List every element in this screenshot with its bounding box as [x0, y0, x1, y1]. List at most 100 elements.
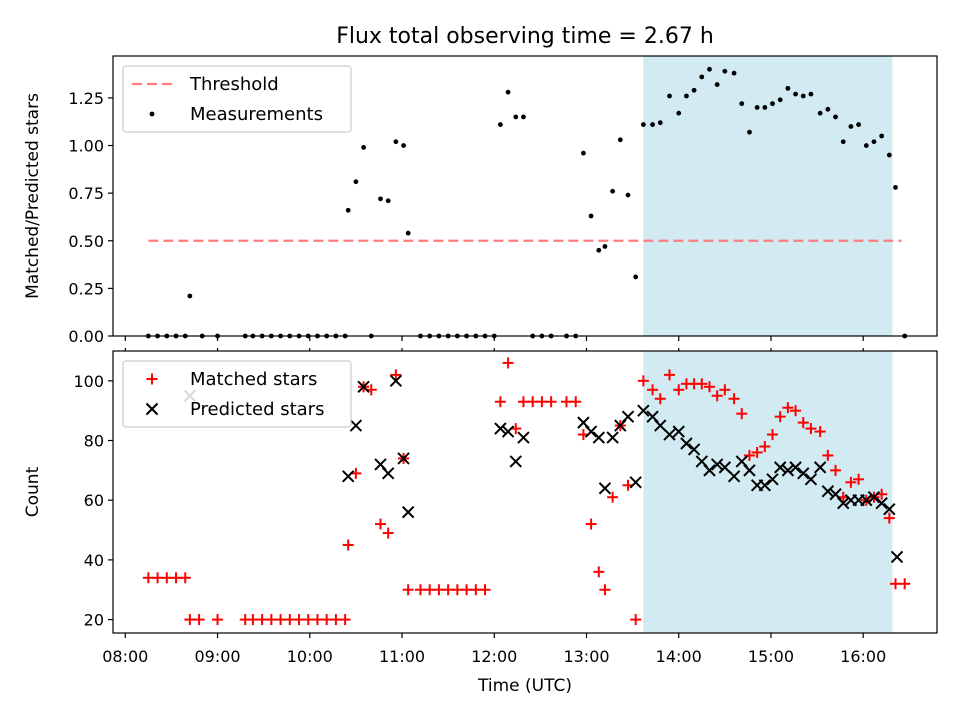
- measurement-point: [770, 101, 775, 107]
- matched-star-point: [311, 614, 323, 626]
- legend-threshold-label: Threshold: [189, 74, 279, 95]
- measurement-point: [667, 93, 672, 99]
- matched-star-point: [433, 584, 445, 596]
- matched-star-point: [736, 408, 748, 420]
- matched-star-point: [275, 614, 287, 626]
- matched-star-point: [883, 512, 895, 524]
- ratio-y-tick-label: 1.00: [68, 137, 104, 156]
- measurement-point: [513, 114, 519, 120]
- count-x-tick-label: 08:00: [102, 647, 148, 666]
- predicted-star-point: [727, 470, 741, 483]
- ratio-y-tick-label: 1.25: [68, 89, 104, 108]
- matched-star-point: [805, 423, 817, 435]
- legend-matched-swatch: [146, 373, 158, 385]
- ratio-legend-box: [122, 65, 352, 133]
- ratio-y-tick-label: 0.50: [68, 232, 104, 251]
- matched-star-point: [479, 584, 491, 596]
- predicted-star-point: [867, 491, 881, 504]
- legend-measurements-swatch: [149, 111, 155, 117]
- count-legend: Matched stars Predicted stars: [122, 360, 352, 428]
- predicted-star-point: [663, 428, 676, 441]
- predicted-star-point: [598, 482, 612, 495]
- matched-star-point: [845, 476, 857, 488]
- ratio-panel: 0.00 0.25 0.50 0.75 1.00 1.25 Matched/Predict…: [23, 55, 938, 346]
- predicted-star-point: [509, 455, 522, 468]
- measurement-point: [731, 70, 737, 76]
- count-y-tick-label: 100: [73, 372, 104, 391]
- ratio-y-tick-label: 0.25: [68, 279, 104, 298]
- ratio-y-tick-label: 0.75: [68, 184, 104, 203]
- matched-star-point: [284, 614, 296, 626]
- matched-star-point: [212, 614, 224, 626]
- measurement-point: [722, 68, 728, 74]
- ratio-y-tick-label: 0.00: [68, 327, 104, 346]
- measurement-point: [385, 198, 391, 204]
- predicted-star-point: [821, 485, 835, 498]
- matched-star-point: [889, 578, 901, 590]
- predicted-star-point-b: [637, 404, 650, 417]
- matched-star-point: [899, 578, 911, 590]
- measurement-point: [863, 143, 869, 148]
- predicted-star-point: [758, 479, 772, 492]
- measurement-point: [633, 274, 639, 280]
- ratio-legend: Threshold Measurements: [122, 65, 352, 133]
- predicted-stars-marks: [183, 374, 904, 564]
- matched-star-point: [719, 384, 731, 396]
- measurement-point: [505, 89, 511, 95]
- ratio-axes-frame: [112, 55, 938, 337]
- matched-star-point: [647, 384, 659, 396]
- ratio-y-axis-label: Matched/Predicted stars: [23, 93, 43, 299]
- matched-star-point: [743, 449, 755, 461]
- predicted-star-point: [890, 550, 904, 564]
- predicted-star-point: [584, 425, 598, 438]
- measurement-point: [521, 114, 526, 120]
- count-x-tick-label: 13:00: [563, 647, 609, 666]
- predicted-star-point: [680, 437, 693, 450]
- predicted-star-point-b: [577, 416, 590, 429]
- predicted-star-point-b: [710, 458, 724, 471]
- measurement-point: [825, 106, 831, 112]
- predicted-star-point-b: [813, 461, 827, 474]
- matched-star-point: [374, 518, 386, 530]
- measurement-point: [893, 185, 898, 190]
- matched-star-point: [853, 473, 865, 485]
- legend-predicted-label: Predicted stars: [190, 399, 324, 420]
- predicted-star-point-b: [883, 502, 896, 516]
- predicted-star-point: [813, 461, 827, 474]
- legend-matched-label: Matched stars: [190, 369, 317, 390]
- legend-measurements-label: Measurements: [190, 104, 323, 125]
- predicted-star-point-b: [727, 470, 741, 483]
- count-x-tick-label: 09:00: [194, 647, 240, 666]
- matched-star-point: [637, 375, 649, 387]
- predicted-star-point: [357, 380, 370, 394]
- matched-star-point: [593, 566, 605, 578]
- measurement-point: [187, 293, 193, 299]
- predicted-star-point: [789, 461, 802, 474]
- predicted-star-point-b: [606, 431, 619, 444]
- matched-star-point: [570, 396, 582, 408]
- measurement-point: [848, 124, 854, 129]
- matched-star-point: [494, 396, 506, 408]
- measurement-point: [498, 122, 503, 127]
- predicted-star-point-b: [592, 431, 605, 444]
- matched-star-point: [607, 491, 619, 503]
- measurement-point: [856, 122, 861, 127]
- predicted-star-point-b: [672, 425, 685, 438]
- legend-predicted-marker-b: [145, 402, 159, 416]
- predicted-star-point-b: [401, 505, 415, 519]
- measurement-point: [886, 152, 892, 158]
- matched-star-point: [321, 614, 333, 626]
- measurement-point: [691, 87, 697, 93]
- matched-star-point: [451, 584, 463, 596]
- matched-star-point: [830, 464, 842, 476]
- matched-star-point: [170, 572, 182, 584]
- matched-star-point: [461, 584, 473, 596]
- measurement-point: [707, 66, 712, 72]
- predicted-star-point: [637, 404, 650, 417]
- measurement-point: [785, 85, 791, 91]
- predicted-star-point-b: [517, 431, 530, 444]
- predicted-star-point: [517, 431, 530, 444]
- predicted-star-point: [621, 410, 635, 423]
- matched-star-point: [517, 396, 529, 408]
- matched-star-point: [703, 381, 715, 393]
